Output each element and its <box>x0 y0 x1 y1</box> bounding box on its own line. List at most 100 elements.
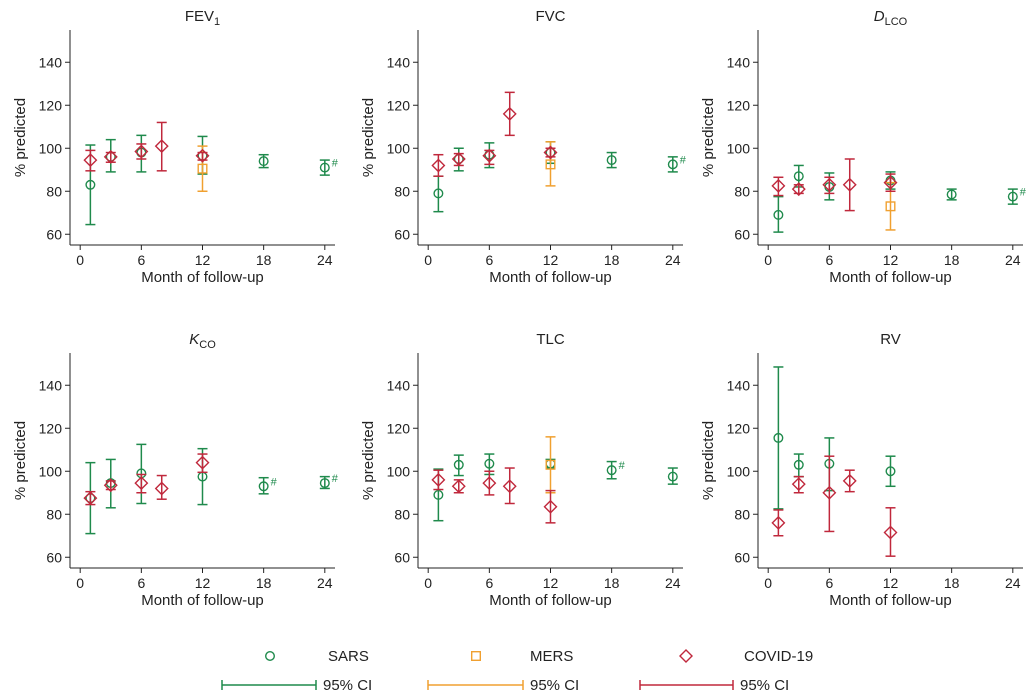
y-tick-label: 80 <box>734 506 750 522</box>
series-sars: # <box>433 141 687 213</box>
panel-title-main: D <box>874 8 885 25</box>
series-covid-19 <box>771 158 898 212</box>
panel-title-subscript: CO <box>199 339 216 351</box>
x-tick-label: 24 <box>665 575 681 591</box>
footnote-mark: # <box>1020 187 1027 199</box>
x-tick-label: 12 <box>543 252 559 268</box>
point-covid-19 <box>451 152 466 166</box>
point-sars <box>433 188 444 199</box>
y-tick-label: 80 <box>394 506 410 522</box>
point-covid-19 <box>134 144 149 159</box>
point-sars <box>773 209 784 220</box>
series-sars: # # <box>85 443 339 535</box>
x-tick-label: 0 <box>764 575 772 591</box>
series-sars: # <box>773 164 1027 233</box>
series-sars: # <box>433 453 678 522</box>
y-tick-label: 140 <box>387 377 411 393</box>
x-tick-label: 12 <box>195 252 211 268</box>
panel-title-main: FVC <box>536 8 566 25</box>
legend-marker-mers <box>471 651 482 662</box>
series-covid-19 <box>83 453 210 506</box>
y-tick-label: 100 <box>39 140 63 156</box>
legend-ci-sars: 95% CI <box>221 677 372 693</box>
legend-item-sars: SARS <box>265 648 369 665</box>
footnote-mark: # <box>680 154 687 166</box>
point-sars <box>319 162 330 173</box>
point-covid-19 <box>543 499 558 514</box>
y-tick-label: 100 <box>387 140 411 156</box>
y-tick-label: 140 <box>727 54 751 70</box>
panel-title: FEV1 <box>185 8 220 28</box>
x-axis-label: Month of follow-up <box>829 269 952 286</box>
y-tick-label: 120 <box>727 97 751 113</box>
x-tick-label: 24 <box>317 252 333 268</box>
point-sars <box>453 459 464 470</box>
point-covid-19 <box>482 476 497 491</box>
point-covid-19 <box>771 515 786 530</box>
point-covid-19 <box>771 178 786 193</box>
y-tick-label: 80 <box>46 506 62 522</box>
y-tick-label: 80 <box>734 183 750 199</box>
legend: SARS 95% CI MERS 95% CI COVID-19 95% CI <box>221 648 813 693</box>
point-covid-19 <box>842 177 857 192</box>
point-sars <box>773 432 784 443</box>
y-tick-label: 120 <box>727 420 751 436</box>
point-sars <box>1007 191 1018 202</box>
point-sars <box>484 458 495 469</box>
legend-marker-sars <box>265 651 276 662</box>
x-tick-label: 6 <box>485 252 493 268</box>
x-tick-label: 0 <box>76 575 84 591</box>
footnote-mark: # <box>332 158 339 170</box>
x-tick-label: 12 <box>195 575 211 591</box>
y-axis-label: % predicted <box>360 421 377 500</box>
point-mers <box>545 159 556 170</box>
x-tick-label: 6 <box>137 252 145 268</box>
y-tick-label: 80 <box>394 183 410 199</box>
x-tick-label: 6 <box>137 575 145 591</box>
x-tick-label: 0 <box>424 575 432 591</box>
x-axis-label: Month of follow-up <box>489 269 612 286</box>
point-covid-19 <box>103 478 118 493</box>
point-covid-19 <box>791 477 806 492</box>
y-tick-label: 60 <box>394 549 410 565</box>
panel-fev1: 60 80 100 120 140 0 6 12 18 24 Month of follow-up%… <box>12 8 339 286</box>
footnote-mark: # <box>271 476 278 488</box>
point-covid-19 <box>431 158 446 173</box>
series-covid-19 <box>771 455 898 557</box>
panel-tlc: 60 80 100 120 140 0 6 12 18 24 Month of follow-up%… <box>360 331 683 609</box>
point-sars <box>946 189 957 200</box>
x-tick-label: 0 <box>764 252 772 268</box>
y-tick-label: 60 <box>394 226 410 242</box>
point-covid-19 <box>543 145 558 160</box>
y-tick-label: 120 <box>387 420 411 436</box>
panel-rv: 60 80 100 120 140 0 6 12 18 24 Month of follow-up%… <box>700 331 1023 609</box>
point-covid-19 <box>83 153 98 168</box>
x-tick-label: 24 <box>1005 252 1021 268</box>
panel-title: DLCO <box>874 8 908 28</box>
point-covid-19 <box>502 479 517 494</box>
x-tick-label: 18 <box>256 575 272 591</box>
y-tick-label: 100 <box>727 463 751 479</box>
series-covid-19 <box>431 91 558 177</box>
point-covid-19 <box>154 139 169 154</box>
panel-title: KCO <box>189 331 216 351</box>
x-tick-label: 18 <box>944 252 960 268</box>
x-axis-label: Month of follow-up <box>489 592 612 609</box>
point-sars <box>606 155 617 166</box>
x-tick-label: 6 <box>825 252 833 268</box>
point-covid-19 <box>482 148 497 163</box>
footnote-mark: # <box>332 473 339 485</box>
point-covid-19 <box>502 106 517 121</box>
x-tick-label: 0 <box>76 252 84 268</box>
legend-ci-label: 95% CI <box>740 677 789 693</box>
point-sars <box>258 156 269 167</box>
x-tick-label: 12 <box>883 252 899 268</box>
point-mers <box>545 459 556 470</box>
panel-dlco: 60 80 100 120 140 0 6 12 18 24 Month of follow-up%… <box>700 8 1027 286</box>
x-tick-label: 18 <box>604 252 620 268</box>
x-tick-label: 18 <box>604 575 620 591</box>
y-axis-label: % predicted <box>12 98 29 177</box>
point-sars <box>793 459 804 470</box>
